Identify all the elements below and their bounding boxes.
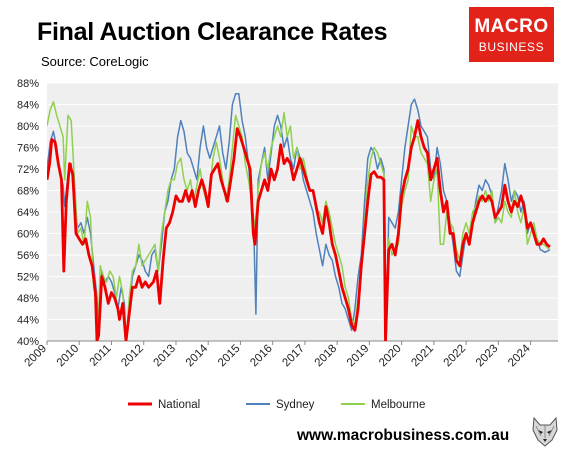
logo-line-2: BUSINESS [478,40,545,54]
x-tick-label: 2020 [377,343,404,370]
x-tick-label: 2021 [409,343,436,370]
wolf-head-icon [532,416,558,447]
legend-label-sydney: Sydney [276,399,315,411]
x-tick-label: 2012 [119,343,146,370]
x-tick-label: 2013 [151,343,178,370]
y-tick-label: 76% [17,143,39,155]
y-tick-label: 68% [17,186,39,198]
x-tick-label: 2019 [345,343,372,370]
x-tick-label: 2023 [474,343,501,370]
macrobusiness-logo: MACRO BUSINESS [469,7,554,62]
y-tick-label: 84% [17,100,39,112]
y-tick-label: 60% [17,229,39,241]
legend: National Sydney Melbourne [128,399,425,411]
y-tick-label: 40% [17,336,39,348]
x-tick-label: 2014 [184,342,211,369]
x-tick-label: 2011 [88,343,114,369]
x-tick-label: 2015 [216,343,243,370]
legend-label-melbourne: Melbourne [371,399,425,411]
legend-label-national: National [158,399,200,411]
series-line-national [47,119,551,341]
logo-line-1: MACRO [474,16,549,37]
y-tick-label: 48% [17,293,39,305]
chart-subtitle: Source: CoreLogic [41,54,149,69]
y-tick-label: 80% [17,121,39,133]
y-tick-label: 44% [17,315,39,327]
x-tick-label: 2018 [313,343,340,370]
x-tick-label: 2024 [506,342,533,369]
website-footer: www.macrobusiness.com.au [297,427,510,444]
plot-area: 40% 44% 48% 52% 56% 60% 64% 68% 72% 76% 80% 84% 88% 2… [17,78,558,369]
y-tick-label: 72% [17,164,39,176]
y-tick-label: 52% [17,272,39,284]
chart-title: Final Auction Clearance Rates [37,18,388,46]
x-tick-label: 2016 [248,343,275,370]
y-tick-label: 88% [17,78,39,90]
x-tick-label: 2010 [55,343,82,370]
y-tick-label: 64% [17,207,39,219]
x-tick-label: 2022 [442,343,469,370]
x-tick-label: 2017 [280,343,307,370]
y-tick-label: 56% [17,250,39,262]
